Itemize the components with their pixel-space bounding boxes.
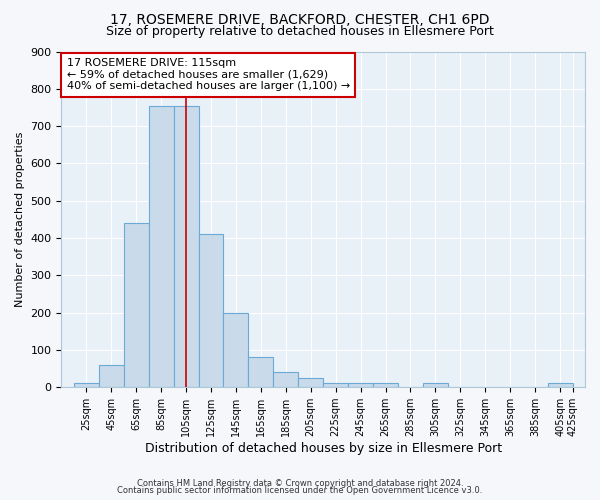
Bar [74, 384, 99, 387]
Bar [323, 384, 348, 387]
Bar [173, 106, 199, 387]
Bar [423, 384, 448, 387]
Text: 17 ROSEMERE DRIVE: 115sqm
← 59% of detached houses are smaller (1,629)
40% of se: 17 ROSEMERE DRIVE: 115sqm ← 59% of detac… [67, 58, 350, 92]
Bar [199, 234, 223, 387]
Bar [298, 378, 323, 387]
Bar [274, 372, 298, 387]
Text: Contains public sector information licensed under the Open Government Licence v3: Contains public sector information licen… [118, 486, 482, 495]
X-axis label: Distribution of detached houses by size in Ellesmere Port: Distribution of detached houses by size … [145, 442, 502, 455]
Bar [548, 384, 572, 387]
Bar [149, 106, 173, 387]
Bar [348, 384, 373, 387]
Bar [223, 312, 248, 387]
Bar [124, 223, 149, 387]
Bar [373, 384, 398, 387]
Text: Size of property relative to detached houses in Ellesmere Port: Size of property relative to detached ho… [106, 25, 494, 38]
Bar [99, 365, 124, 387]
Text: Contains HM Land Registry data © Crown copyright and database right 2024.: Contains HM Land Registry data © Crown c… [137, 478, 463, 488]
Y-axis label: Number of detached properties: Number of detached properties [15, 132, 25, 307]
Bar [248, 358, 274, 387]
Text: 17, ROSEMERE DRIVE, BACKFORD, CHESTER, CH1 6PD: 17, ROSEMERE DRIVE, BACKFORD, CHESTER, C… [110, 12, 490, 26]
